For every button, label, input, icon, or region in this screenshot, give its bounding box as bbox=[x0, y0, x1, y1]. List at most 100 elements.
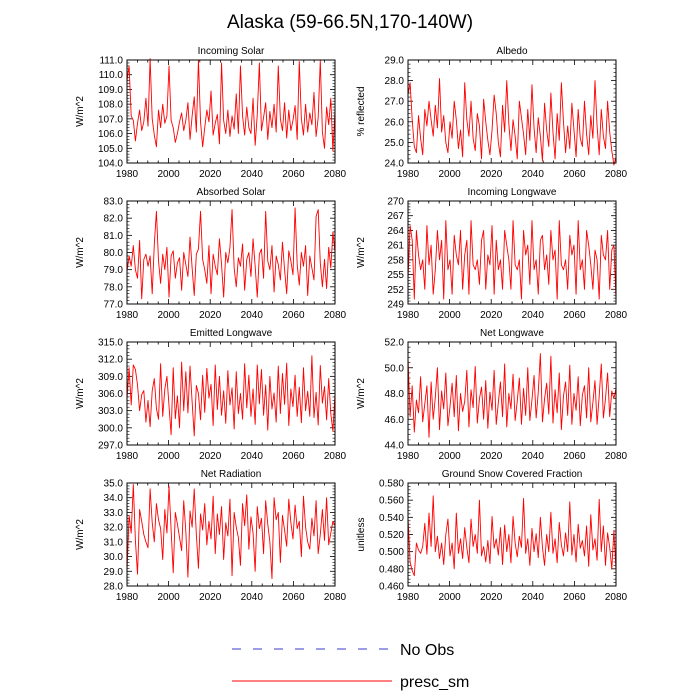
y-tick-label: 312.0 bbox=[98, 355, 123, 366]
y-tick-label: 255 bbox=[387, 270, 404, 281]
y-tick-label: 77.0 bbox=[104, 300, 124, 311]
x-tick-label: 2080 bbox=[605, 169, 628, 180]
y-axis-label: W/m^2 bbox=[356, 378, 367, 409]
x-tick-label: 2020 bbox=[480, 310, 503, 321]
y-tick-label: 83.0 bbox=[104, 197, 124, 208]
panel-incoming-solar: Incoming Solar W/m^2 1980 2000 2020 2040 2060 2… bbox=[75, 46, 347, 180]
x-tick-label: 2020 bbox=[480, 451, 503, 462]
y-tick-label: 0.560 bbox=[379, 496, 404, 507]
panel-net-radiation: Net Radiation W/m^2 1980 2000 2020 2040 2060 20… bbox=[75, 469, 347, 603]
panel-ground-snow-covered-fraction: Ground Snow Covered Fraction unitless 1980… bbox=[356, 469, 628, 603]
x-tick-label: 2080 bbox=[324, 169, 347, 180]
plot-frame bbox=[126, 59, 336, 164]
panel-title: Emitted Longwave bbox=[190, 328, 273, 339]
legend-label-no-obs: No Obs bbox=[400, 642, 454, 659]
y-tick-label: 28.0 bbox=[104, 582, 124, 593]
y-axis-label: W/m^2 bbox=[75, 237, 86, 268]
panel-title: Albedo bbox=[496, 46, 528, 57]
y-tick-label: 306.0 bbox=[98, 389, 123, 400]
y-tick-label: 32.0 bbox=[104, 523, 124, 534]
y-tick-label: 0.460 bbox=[379, 582, 404, 593]
x-tick-label: 2040 bbox=[241, 169, 264, 180]
y-tick-label: 108.0 bbox=[98, 100, 123, 111]
x-tick-label: 2080 bbox=[605, 592, 628, 603]
y-tick-label: 25.0 bbox=[385, 138, 405, 149]
y-axis-label: % reflected bbox=[356, 86, 367, 136]
y-tick-label: 79.0 bbox=[104, 265, 124, 276]
x-tick-label: 2020 bbox=[480, 169, 503, 180]
x-tick-label: 2000 bbox=[157, 592, 180, 603]
y-tick-label: 309.0 bbox=[98, 372, 123, 383]
y-tick-label: 106.0 bbox=[98, 129, 123, 140]
series-line-presc-sm bbox=[407, 353, 617, 438]
panels: Incoming Solar W/m^2 1980 2000 2020 2040 2060 2… bbox=[75, 46, 628, 603]
y-tick-label: 52.0 bbox=[385, 338, 405, 349]
y-tick-label: 30.0 bbox=[104, 552, 124, 563]
y-axis-label: W/m^2 bbox=[356, 237, 367, 268]
y-tick-label: 258 bbox=[387, 255, 404, 266]
y-tick-label: 78.0 bbox=[104, 282, 124, 293]
plot-frame bbox=[126, 482, 336, 587]
x-tick-label: 2040 bbox=[522, 169, 545, 180]
panel-title: Net Radiation bbox=[201, 469, 262, 480]
panel-title: Ground Snow Covered Fraction bbox=[442, 469, 583, 480]
y-tick-label: 300.0 bbox=[98, 423, 123, 434]
panel-emitted-longwave: Emitted Longwave W/m^2 1980 2000 2020 2040 206… bbox=[75, 328, 347, 462]
y-axis-label: W/m^2 bbox=[75, 378, 86, 409]
x-tick-label: 2000 bbox=[157, 169, 180, 180]
x-tick-label: 2080 bbox=[605, 451, 628, 462]
y-tick-label: 249 bbox=[387, 300, 404, 311]
y-tick-label: 28.0 bbox=[385, 76, 405, 87]
y-tick-label: 104.0 bbox=[98, 159, 123, 170]
plot-frame bbox=[407, 59, 617, 164]
y-tick-label: 80.0 bbox=[104, 248, 124, 259]
plot-frame bbox=[407, 341, 617, 446]
panel-incoming-longwave: Incoming Longwave W/m^2 1980 2000 2020 2040 20… bbox=[356, 187, 628, 321]
y-tick-label: 48.0 bbox=[385, 389, 405, 400]
y-tick-label: 0.580 bbox=[379, 479, 404, 490]
x-tick-label: 2000 bbox=[438, 169, 461, 180]
x-tick-label: 2060 bbox=[563, 451, 586, 462]
plot-frame bbox=[407, 482, 617, 587]
x-tick-label: 2040 bbox=[522, 451, 545, 462]
y-tick-label: 81.0 bbox=[104, 231, 124, 242]
x-tick-label: 2040 bbox=[522, 592, 545, 603]
series-line-presc-sm bbox=[407, 495, 617, 577]
series-line-presc-sm bbox=[126, 484, 336, 580]
y-tick-label: 31.0 bbox=[104, 537, 124, 548]
panel-title: Incoming Solar bbox=[198, 46, 265, 57]
x-tick-label: 2080 bbox=[605, 310, 628, 321]
x-tick-label: 2060 bbox=[282, 592, 305, 603]
panel-title: Net Longwave bbox=[480, 328, 544, 339]
x-tick-label: 2060 bbox=[563, 592, 586, 603]
y-tick-label: 29.0 bbox=[104, 567, 124, 578]
panel-absorbed-solar: Absorbed Solar W/m^2 1980 2000 2020 2040 2060 2… bbox=[75, 187, 347, 321]
y-tick-label: 0.540 bbox=[379, 513, 404, 524]
series-line-presc-sm bbox=[407, 78, 617, 166]
plot-frame bbox=[126, 341, 336, 446]
x-tick-label: 2060 bbox=[563, 169, 586, 180]
x-tick-label: 1980 bbox=[397, 169, 420, 180]
x-tick-label: 2020 bbox=[199, 169, 222, 180]
x-tick-label: 2040 bbox=[241, 310, 264, 321]
y-tick-label: 110.0 bbox=[99, 70, 124, 81]
y-tick-label: 270 bbox=[387, 197, 404, 208]
y-tick-label: 46.0 bbox=[385, 415, 405, 426]
plot-frame bbox=[407, 200, 617, 305]
x-tick-label: 2020 bbox=[480, 592, 503, 603]
x-tick-label: 1980 bbox=[116, 310, 139, 321]
y-tick-label: 105.0 bbox=[98, 144, 123, 155]
x-tick-label: 2040 bbox=[522, 310, 545, 321]
y-tick-label: 111.0 bbox=[99, 56, 123, 67]
y-tick-label: 109.0 bbox=[98, 85, 123, 96]
y-tick-label: 27.0 bbox=[385, 97, 405, 108]
panel-title: Absorbed Solar bbox=[197, 187, 267, 198]
series-line-presc-sm bbox=[126, 207, 336, 300]
y-tick-label: 261 bbox=[387, 241, 404, 252]
x-tick-label: 2000 bbox=[438, 451, 461, 462]
y-tick-label: 29.0 bbox=[385, 56, 405, 67]
x-tick-label: 1980 bbox=[397, 592, 420, 603]
x-tick-label: 1980 bbox=[116, 169, 139, 180]
